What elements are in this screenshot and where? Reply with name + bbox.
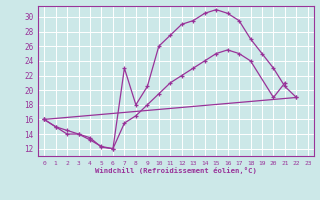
X-axis label: Windchill (Refroidissement éolien,°C): Windchill (Refroidissement éolien,°C): [95, 167, 257, 174]
